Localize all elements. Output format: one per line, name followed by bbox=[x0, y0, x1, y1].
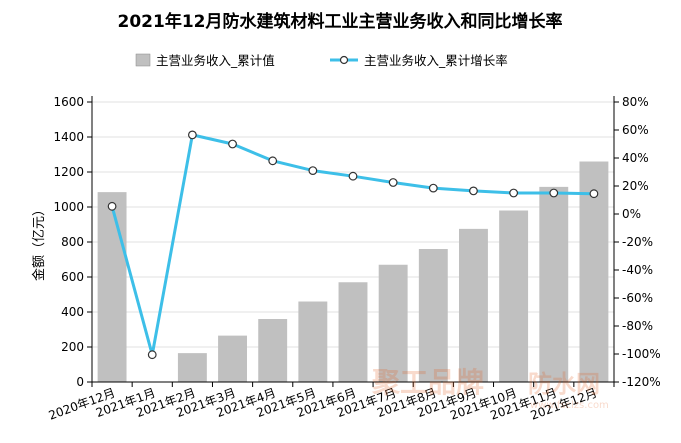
bar bbox=[218, 335, 247, 382]
y2-tick-label: -80% bbox=[622, 319, 653, 333]
y-tick-label: 1200 bbox=[53, 165, 84, 179]
y2-tick-label: 40% bbox=[622, 151, 649, 165]
y2-tick-label: -40% bbox=[622, 263, 653, 277]
y-tick-label: 400 bbox=[61, 305, 84, 319]
watermark: 聚工品牌 防水网 www.fsclzs.com bbox=[371, 366, 609, 411]
growth-line bbox=[107, 130, 599, 360]
bar bbox=[378, 264, 408, 382]
line-point bbox=[308, 166, 318, 176]
chart-title: 2021年12月防水建筑材料工业主营业务收入和同比增长率 bbox=[118, 11, 563, 32]
y2-tick-label: -120% bbox=[622, 375, 661, 389]
y2-tick-label: -100% bbox=[622, 347, 661, 361]
y-tick-label: 0 bbox=[76, 375, 84, 389]
legend-line-marker bbox=[339, 55, 349, 65]
line-point bbox=[107, 201, 117, 211]
y2-tick-label: 60% bbox=[622, 123, 649, 137]
y2-tick-label: -20% bbox=[622, 235, 653, 249]
y2-tick-label: 0% bbox=[622, 207, 641, 221]
line-point bbox=[589, 189, 599, 199]
line-point bbox=[549, 188, 559, 198]
line-point bbox=[147, 350, 157, 360]
bar bbox=[418, 249, 448, 382]
bars bbox=[97, 161, 609, 382]
bar bbox=[177, 353, 207, 382]
line-point bbox=[228, 139, 237, 149]
line-point bbox=[428, 183, 438, 193]
y-tick-label: 600 bbox=[61, 270, 84, 284]
line-point bbox=[509, 188, 519, 198]
watermark-logo: 聚工品牌 bbox=[371, 366, 484, 399]
legend-bar-swatch bbox=[135, 53, 151, 67]
y2-tick-label: 80% bbox=[622, 95, 649, 109]
y-tick-label: 200 bbox=[61, 340, 84, 354]
bar bbox=[499, 210, 529, 382]
watermark-url: www.fsclzs.com bbox=[530, 400, 609, 411]
y-tick-label: 1600 bbox=[53, 95, 84, 109]
y2-tick-label: 20% bbox=[622, 179, 649, 193]
y-axis-label: 金额（亿元） bbox=[31, 203, 47, 281]
line-point bbox=[268, 156, 278, 166]
axes bbox=[91, 96, 615, 383]
y-axis-ticks: 0 200 400 600 800 1000 1200 1400 1600 bbox=[53, 95, 92, 389]
legend: 主营业务收入_累计值 主营业务收入_累计增长率 bbox=[135, 53, 508, 68]
bar bbox=[338, 282, 368, 382]
watermark-logo-sub: 防水网 bbox=[528, 370, 600, 398]
bar bbox=[298, 301, 328, 382]
bar bbox=[579, 161, 609, 382]
y-tick-label: 1000 bbox=[53, 200, 84, 214]
bar bbox=[539, 186, 569, 382]
bar bbox=[459, 228, 488, 382]
legend-bar-label: 主营业务收入_累计值 bbox=[156, 53, 275, 68]
legend-line-label: 主营业务收入_累计增长率 bbox=[364, 53, 508, 68]
bar bbox=[97, 192, 127, 382]
line-point bbox=[469, 186, 478, 196]
y-tick-label: 800 bbox=[61, 235, 84, 249]
y2-tick-label: -60% bbox=[622, 291, 653, 305]
y2-axis-ticks: -120% -100% -80% -60% -40% -20% 0% 20% 40% 60% 80% bbox=[614, 95, 661, 389]
line-point bbox=[388, 178, 398, 187]
line-point bbox=[187, 130, 197, 140]
bar bbox=[258, 319, 288, 382]
y-tick-label: 1400 bbox=[53, 130, 84, 144]
line-point bbox=[348, 171, 358, 181]
